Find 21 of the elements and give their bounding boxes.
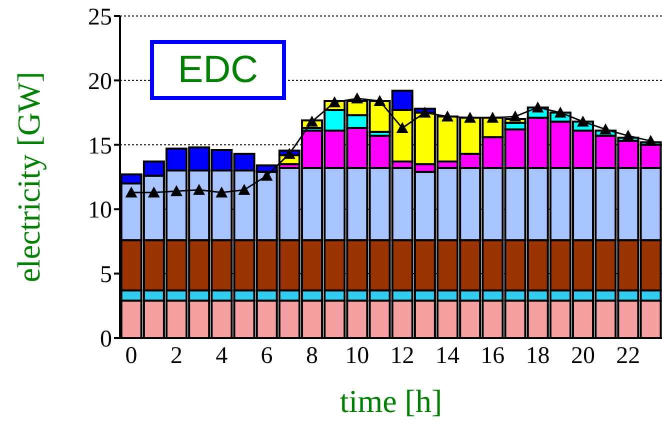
y-tick-label: 15 xyxy=(88,133,112,160)
y-tick-label: 20 xyxy=(88,68,112,95)
x-tick-label: 20 xyxy=(570,343,595,370)
x-tick-label: 2 xyxy=(170,343,182,370)
y-tick-label: 5 xyxy=(100,262,112,288)
x-tick-label: 16 xyxy=(480,343,505,370)
x-tick-label: 22 xyxy=(616,343,640,370)
x-tick-label: 14 xyxy=(435,343,460,370)
x-tick-label: 8 xyxy=(306,343,318,370)
y-tick-label: 25 xyxy=(88,4,112,31)
y-tick-label: 0 xyxy=(100,326,112,353)
x-tick-label: 4 xyxy=(216,343,228,370)
x-tick-label: 18 xyxy=(526,343,550,370)
x-tick-label: 12 xyxy=(390,343,414,370)
x-tick-label: 6 xyxy=(260,343,273,370)
x-tick-label: 10 xyxy=(345,343,370,370)
y-axis-title: electricity [GW] xyxy=(10,72,46,282)
x-axis-title: time [h] xyxy=(340,383,442,419)
y-tick-label: 10 xyxy=(88,198,112,224)
x-tick-label: 0 xyxy=(125,343,138,370)
annotation: EDC xyxy=(150,40,286,100)
